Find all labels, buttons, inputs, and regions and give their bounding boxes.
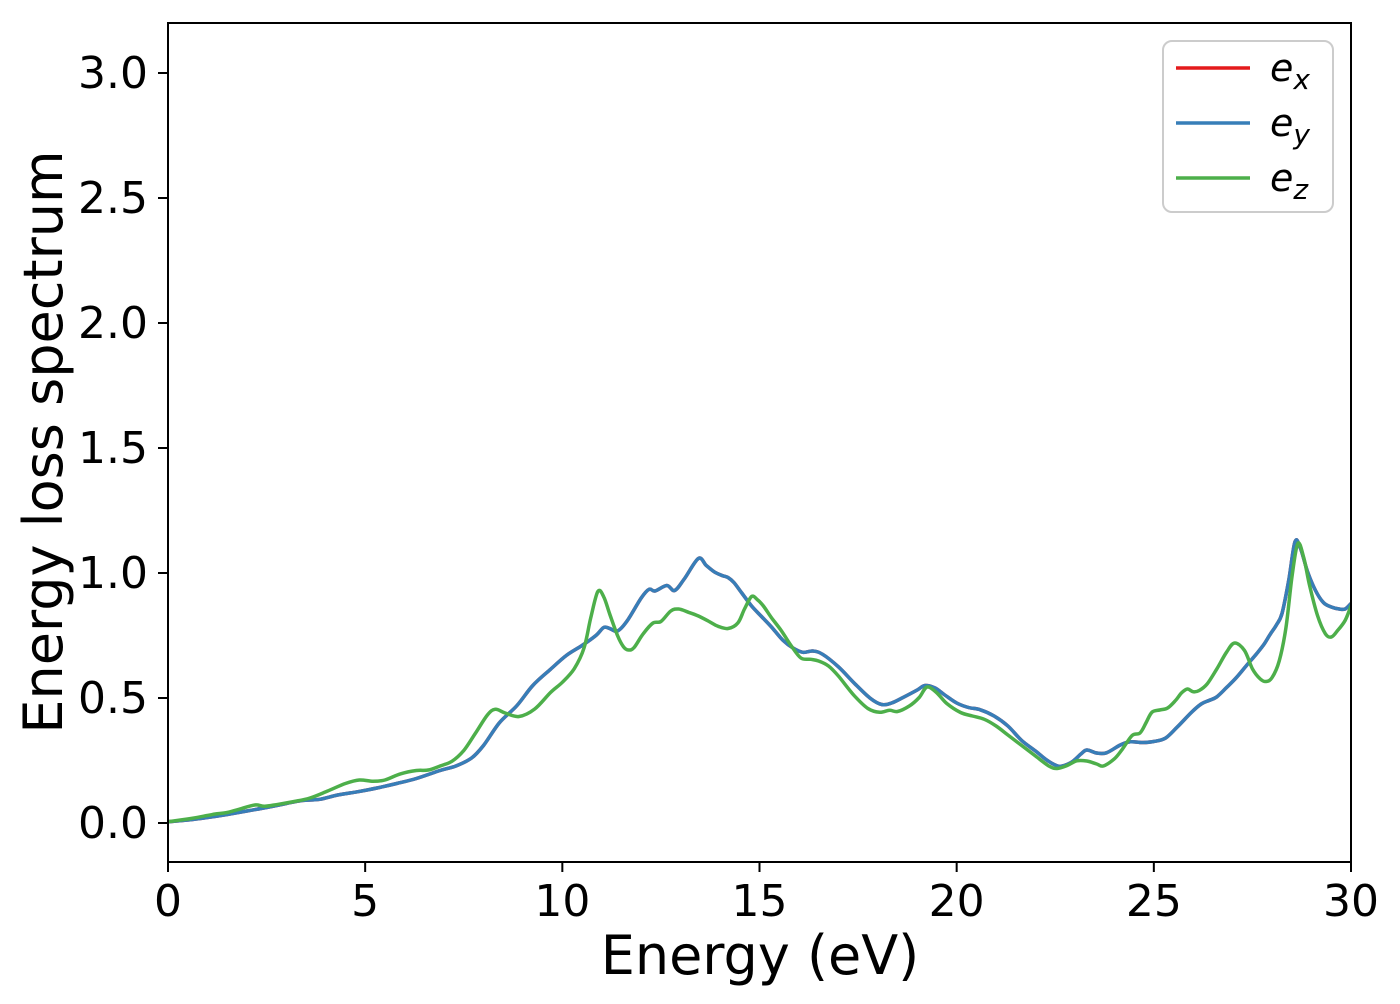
y-axis-ticks: 0.0 0.5 1.0 1.5 2.0 2.5 3.0 <box>78 48 168 849</box>
x-tick-label: 15 <box>732 876 788 927</box>
y-tick-label: 3.0 <box>78 48 148 99</box>
series-line-e_y <box>168 538 1351 824</box>
legend-label-ey: ey <box>1270 101 1310 151</box>
x-axis-label: Energy (eV) <box>601 924 920 987</box>
legend-box <box>1162 40 1334 213</box>
x-tick-label: 5 <box>351 876 379 927</box>
series-line-e_z <box>168 541 1351 824</box>
legend-label-ex: ex <box>1270 46 1310 96</box>
x-tick-label: 30 <box>1323 876 1379 927</box>
series-lines <box>168 538 1351 824</box>
x-tick-label: 20 <box>929 876 985 927</box>
y-axis-label: Energy loss spectrum <box>12 150 75 733</box>
plot-area <box>168 23 1351 862</box>
y-tick-label: 1.0 <box>78 548 148 599</box>
x-tick-label: 10 <box>534 876 590 927</box>
y-tick-label: 0.5 <box>78 673 148 724</box>
y-tick-label: 1.5 <box>78 423 148 474</box>
legend-label-ez: ez <box>1270 156 1309 206</box>
legend: ex ey ez <box>1162 40 1334 213</box>
x-tick-label: 25 <box>1126 876 1182 927</box>
y-tick-label: 2.0 <box>78 298 148 349</box>
x-tick-label: 0 <box>154 876 182 927</box>
x-axis-ticks: 0 5 10 15 20 25 30 <box>154 862 1379 927</box>
y-tick-label: 0.0 <box>78 798 148 849</box>
y-tick-label: 2.5 <box>78 173 148 224</box>
